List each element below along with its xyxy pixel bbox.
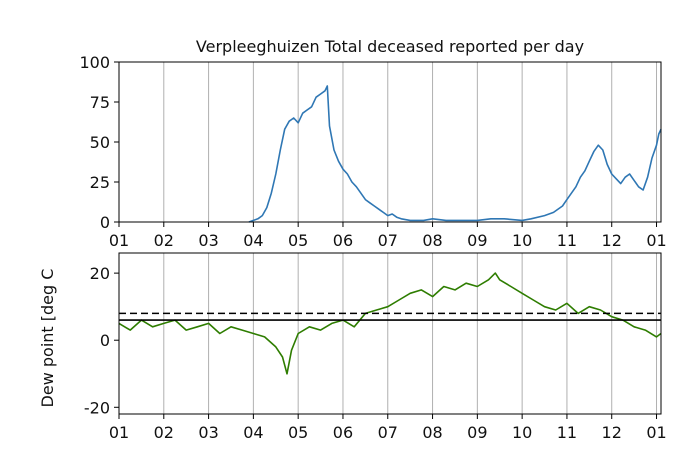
top-y-tick-label: 50 bbox=[90, 133, 110, 152]
top-x-tick-label: 04 bbox=[243, 231, 263, 250]
top-series-group bbox=[248, 85, 662, 223]
bottom-chart-ylabel: Dew point [deg C bbox=[38, 269, 57, 408]
top-y-tick-label: 0 bbox=[100, 213, 110, 232]
bottom-reference-lines bbox=[119, 312, 661, 321]
bottom-x-ticks: 01 02 03 04 05 06 07 08 09 10 11 12 01 bbox=[109, 414, 667, 442]
top-x-tick-label: 02 bbox=[154, 231, 174, 250]
bottom-x-tick-label: 04 bbox=[243, 423, 263, 442]
bottom-x-tick-label: 01 bbox=[109, 423, 129, 442]
top-y-ticks: 0 25 50 75 100 bbox=[79, 53, 119, 232]
top-x-tick-label: 08 bbox=[422, 231, 442, 250]
bottom-x-tick-label: 07 bbox=[378, 423, 398, 442]
bottom-series-line bbox=[118, 272, 662, 375]
bottom-chart: Dew point [deg C -20 0 20 01 02 03 04 05 06 07 08… bbox=[38, 252, 667, 442]
bottom-y-tick-label: 20 bbox=[90, 264, 110, 283]
top-x-tick-label: 01 bbox=[109, 231, 129, 250]
bottom-x-tick-label: 01 bbox=[646, 423, 666, 442]
top-x-tick-label: 05 bbox=[288, 231, 308, 250]
bottom-x-tick-label: 02 bbox=[154, 423, 174, 442]
bottom-x-tick-label: 06 bbox=[333, 423, 353, 442]
bottom-series-group bbox=[118, 272, 662, 375]
bottom-x-tick-label: 10 bbox=[512, 423, 532, 442]
top-x-tick-label: 09 bbox=[467, 231, 487, 250]
bottom-x-tick-label: 09 bbox=[467, 423, 487, 442]
top-x-tick-label: 11 bbox=[557, 231, 577, 250]
top-chart-title: Verpleeghuizen Total deceased reported p… bbox=[196, 37, 584, 56]
top-x-tick-label: 10 bbox=[512, 231, 532, 250]
bottom-x-tick-label: 03 bbox=[198, 423, 218, 442]
top-y-tick-label: 25 bbox=[90, 173, 110, 192]
bottom-y-tick-label: 0 bbox=[100, 331, 110, 350]
top-x-tick-label: 01 bbox=[646, 231, 666, 250]
top-y-tick-label: 100 bbox=[79, 53, 110, 72]
bottom-x-tick-label: 12 bbox=[602, 423, 622, 442]
top-x-tick-label: 07 bbox=[378, 231, 398, 250]
top-x-tick-label: 06 bbox=[333, 231, 353, 250]
bottom-x-tick-label: 05 bbox=[288, 423, 308, 442]
top-y-tick-label: 75 bbox=[90, 93, 110, 112]
top-x-tick-label: 03 bbox=[198, 231, 218, 250]
bottom-y-tick-label: -20 bbox=[84, 398, 110, 417]
top-x-tick-label: 12 bbox=[602, 231, 622, 250]
top-chart: Verpleeghuizen Total deceased reported p… bbox=[79, 37, 666, 250]
bottom-x-tick-label: 11 bbox=[557, 423, 577, 442]
bottom-plot-frame bbox=[118, 252, 662, 415]
bottom-y-ticks: -20 0 20 bbox=[84, 264, 119, 417]
bottom-gridlines bbox=[118, 253, 658, 414]
bottom-x-tick-label: 08 bbox=[422, 423, 442, 442]
top-x-ticks: 01 02 03 04 05 06 07 08 09 10 11 12 01 bbox=[109, 222, 667, 250]
top-series-line bbox=[248, 85, 662, 223]
